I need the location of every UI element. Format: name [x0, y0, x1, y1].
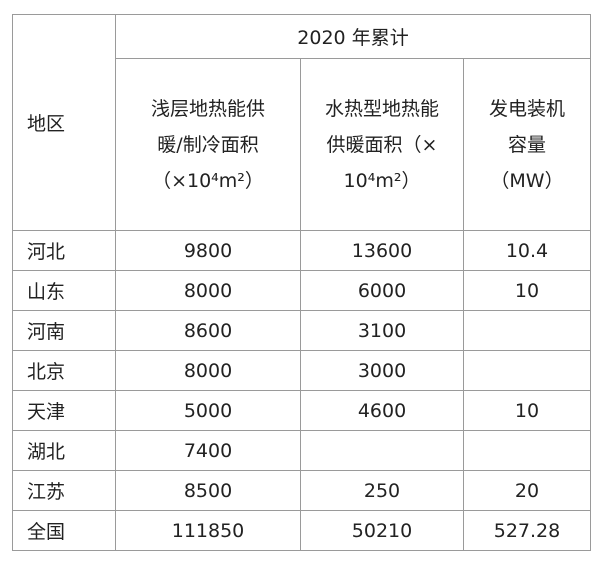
- data-table: 地区 2020 年累计 浅层地热能供 暖/制冷面积 （×10⁴m²） 水热型地热能 供暖…: [12, 14, 591, 551]
- header-line: （MW）: [490, 169, 564, 192]
- column-header: 发电装机容量 （MW）: [463, 58, 591, 231]
- header-line: 供暖面积（×: [326, 133, 438, 156]
- value-cell: 20: [463, 470, 591, 511]
- value-cell: 8000: [115, 270, 301, 311]
- value-cell: 250: [300, 470, 464, 511]
- region-cell: 山东: [12, 270, 116, 311]
- value-cell: 3100: [300, 310, 464, 351]
- region-cell: 全国: [12, 510, 116, 551]
- header-row: 浅层地热能供 暖/制冷面积 （×10⁴m²） 水热型地热能 供暖面积（× 10⁴m²） 发电…: [13, 58, 591, 231]
- corner-cell: 地区: [12, 14, 116, 231]
- value-cell: 6000: [300, 270, 464, 311]
- data-row: 江苏 8500 250 20: [12, 470, 591, 511]
- value-cell: [300, 430, 464, 471]
- column-header: 水热型地热能 供暖面积（× 10⁴m²）: [300, 58, 464, 231]
- header-row: 地区 2020 年累计: [12, 14, 591, 231]
- region-cell: 湖北: [12, 430, 116, 471]
- group-header: 2020 年累计: [115, 14, 591, 59]
- value-cell: 10: [463, 390, 591, 431]
- value-cell: 4600: [300, 390, 464, 431]
- table-body: 地区 2020 年累计 浅层地热能供 暖/制冷面积 （×10⁴m²） 水热型地热能 供暖…: [12, 14, 591, 551]
- header-line: 暖/制冷面积: [157, 133, 259, 156]
- header-line: 水热型地热能: [324, 97, 439, 120]
- value-cell: 50210: [300, 510, 464, 551]
- value-cell: [463, 310, 591, 351]
- value-cell: 527.28: [463, 510, 591, 551]
- region-cell: 河南: [12, 310, 116, 351]
- value-cell: 9800: [115, 230, 301, 271]
- header-line: 浅层地热能供: [150, 97, 265, 120]
- data-row: 河北 9800 13600 10.4: [12, 230, 591, 271]
- header-line: 容量: [507, 133, 546, 156]
- value-cell: 3000: [300, 350, 464, 391]
- value-cell: 8500: [115, 470, 301, 511]
- region-cell: 北京: [12, 350, 116, 391]
- region-cell: 天津: [12, 390, 116, 431]
- value-cell: 111850: [115, 510, 301, 551]
- value-cell: 8600: [115, 310, 301, 351]
- data-row: 天津 5000 4600 10: [12, 390, 591, 431]
- column-header: 浅层地热能供 暖/制冷面积 （×10⁴m²）: [115, 58, 301, 231]
- data-row: 北京 8000 3000: [12, 350, 591, 391]
- region-cell: 江苏: [12, 470, 116, 511]
- data-row: 全国 111850 50210 527.28: [12, 510, 591, 551]
- value-cell: 5000: [115, 390, 301, 431]
- data-row: 湖北 7400: [12, 430, 591, 471]
- value-cell: 8000: [115, 350, 301, 391]
- data-row: 山东 8000 6000 10: [12, 270, 591, 311]
- value-cell: 10: [463, 270, 591, 311]
- value-cell: 13600: [300, 230, 464, 271]
- header-line: 发电装机: [488, 97, 565, 120]
- header-line: （×10⁴m²）: [152, 169, 264, 192]
- header-line: 10⁴m²）: [343, 169, 421, 192]
- value-cell: 7400: [115, 430, 301, 471]
- value-cell: [463, 350, 591, 391]
- data-row: 河南 8600 3100: [12, 310, 591, 351]
- region-cell: 河北: [12, 230, 116, 271]
- value-cell: 10.4: [463, 230, 591, 271]
- value-cell: [463, 430, 591, 471]
